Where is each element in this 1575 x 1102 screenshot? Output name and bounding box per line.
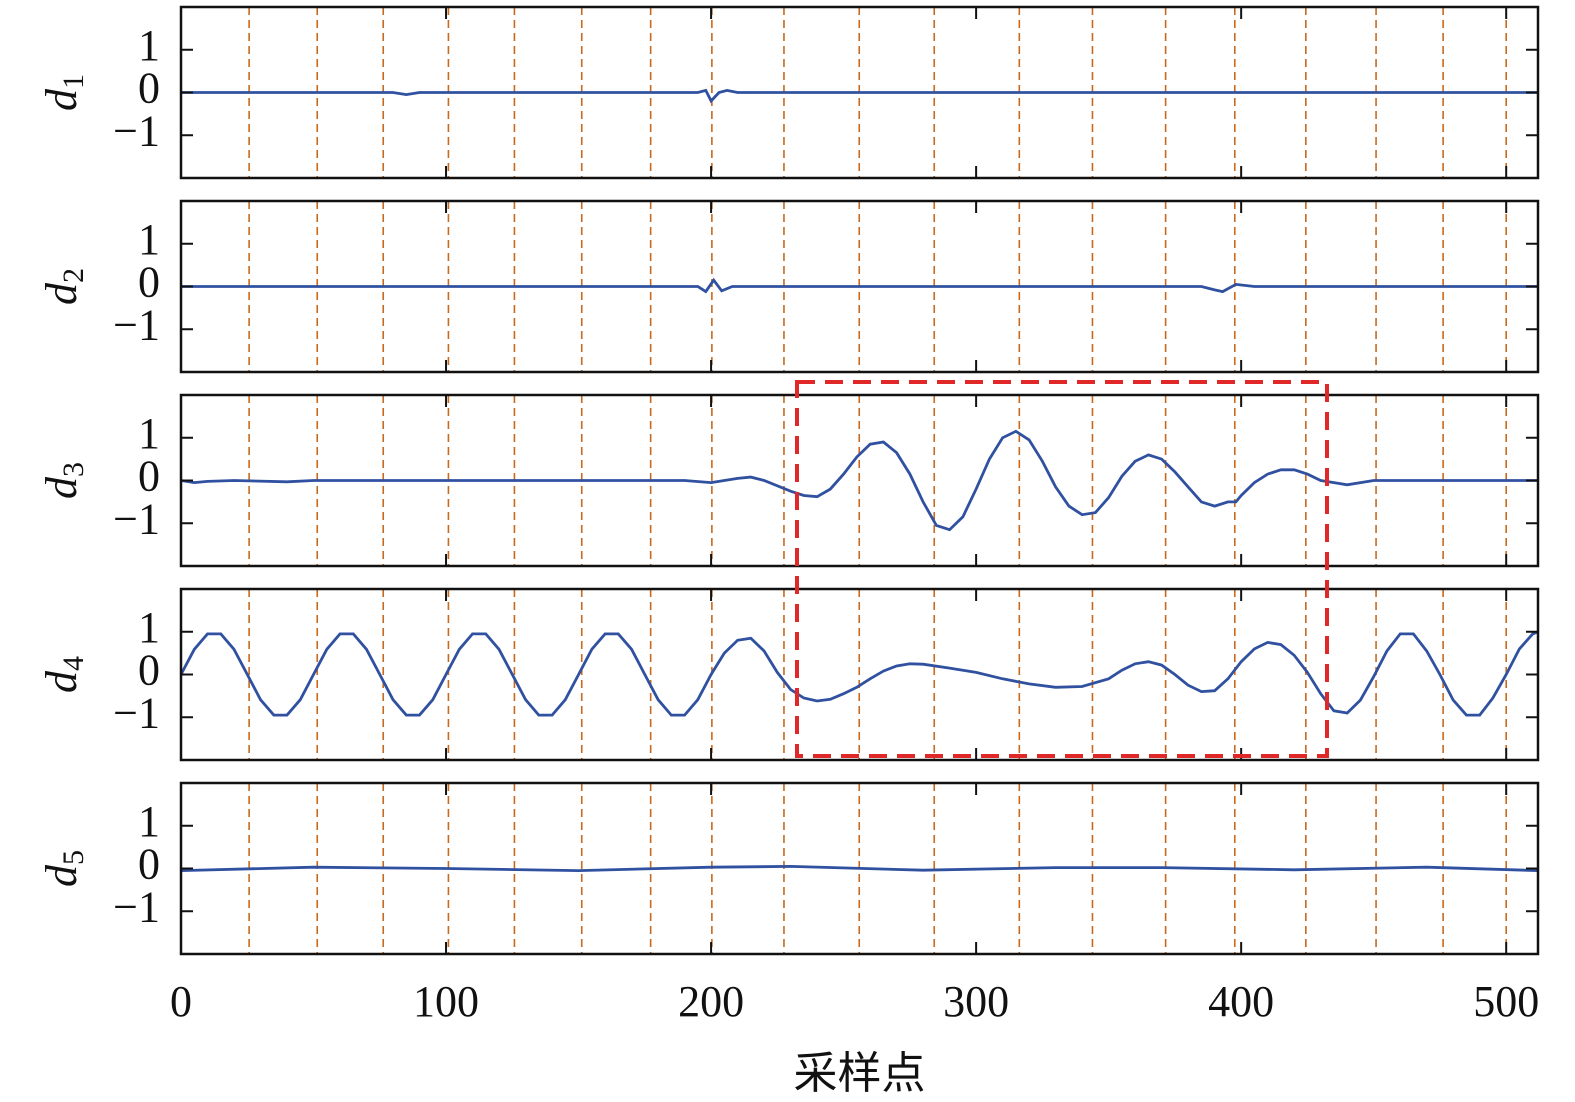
x-axis-label: 采样点 — [794, 1048, 926, 1099]
y-label-main: d — [37, 88, 86, 111]
signal-line — [180, 429, 1538, 532]
y-tick-label: 1 — [138, 797, 160, 846]
y-tick-label: 0 — [138, 258, 160, 307]
y-tick-label: −1 — [113, 300, 160, 349]
signal-line — [181, 277, 1538, 294]
x-tick-label: 200 — [678, 977, 744, 1026]
y-axis-label: d1 — [37, 74, 90, 111]
y-label-main: d — [37, 282, 86, 305]
y-axis-label: d5 — [37, 850, 90, 887]
signal-line — [179, 630, 1539, 717]
y-label-subscript: 1 — [57, 74, 90, 89]
y-tick-label: 1 — [138, 215, 160, 264]
y-tick-label: 0 — [138, 840, 160, 889]
y-axis-label: d3 — [37, 462, 90, 499]
y-tick-label: −1 — [113, 494, 160, 543]
x-tick-label: 100 — [413, 977, 479, 1026]
y-tick-label: 0 — [138, 452, 160, 501]
y-tick-label: 1 — [138, 603, 160, 652]
highlight-box — [795, 380, 1329, 758]
x-tick-label: 500 — [1473, 977, 1539, 1026]
y-axis-label: d4 — [37, 656, 90, 693]
y-label-main: d — [37, 476, 86, 499]
x-tick-label: 300 — [943, 977, 1009, 1026]
y-tick-label: −1 — [113, 106, 160, 155]
y-tick-label: 1 — [138, 409, 160, 458]
y-tick-label: 1 — [138, 21, 160, 70]
y-axis-label: d2 — [37, 268, 90, 305]
y-tick-label: 0 — [138, 646, 160, 695]
x-tick-label: 400 — [1208, 977, 1274, 1026]
x-tick-label: 0 — [170, 977, 192, 1026]
y-tick-label: 0 — [138, 64, 160, 113]
y-tick-label: −1 — [113, 882, 160, 931]
signal-line — [181, 88, 1538, 104]
y-label-subscript: 2 — [57, 268, 90, 283]
y-label-subscript: 4 — [57, 656, 90, 671]
y-label-subscript: 3 — [57, 462, 90, 477]
y-label-main: d — [37, 864, 86, 887]
y-tick-label: −1 — [113, 688, 160, 737]
signal-line — [180, 864, 1539, 873]
y-label-subscript: 5 — [57, 850, 90, 865]
y-label-main: d — [37, 670, 86, 693]
